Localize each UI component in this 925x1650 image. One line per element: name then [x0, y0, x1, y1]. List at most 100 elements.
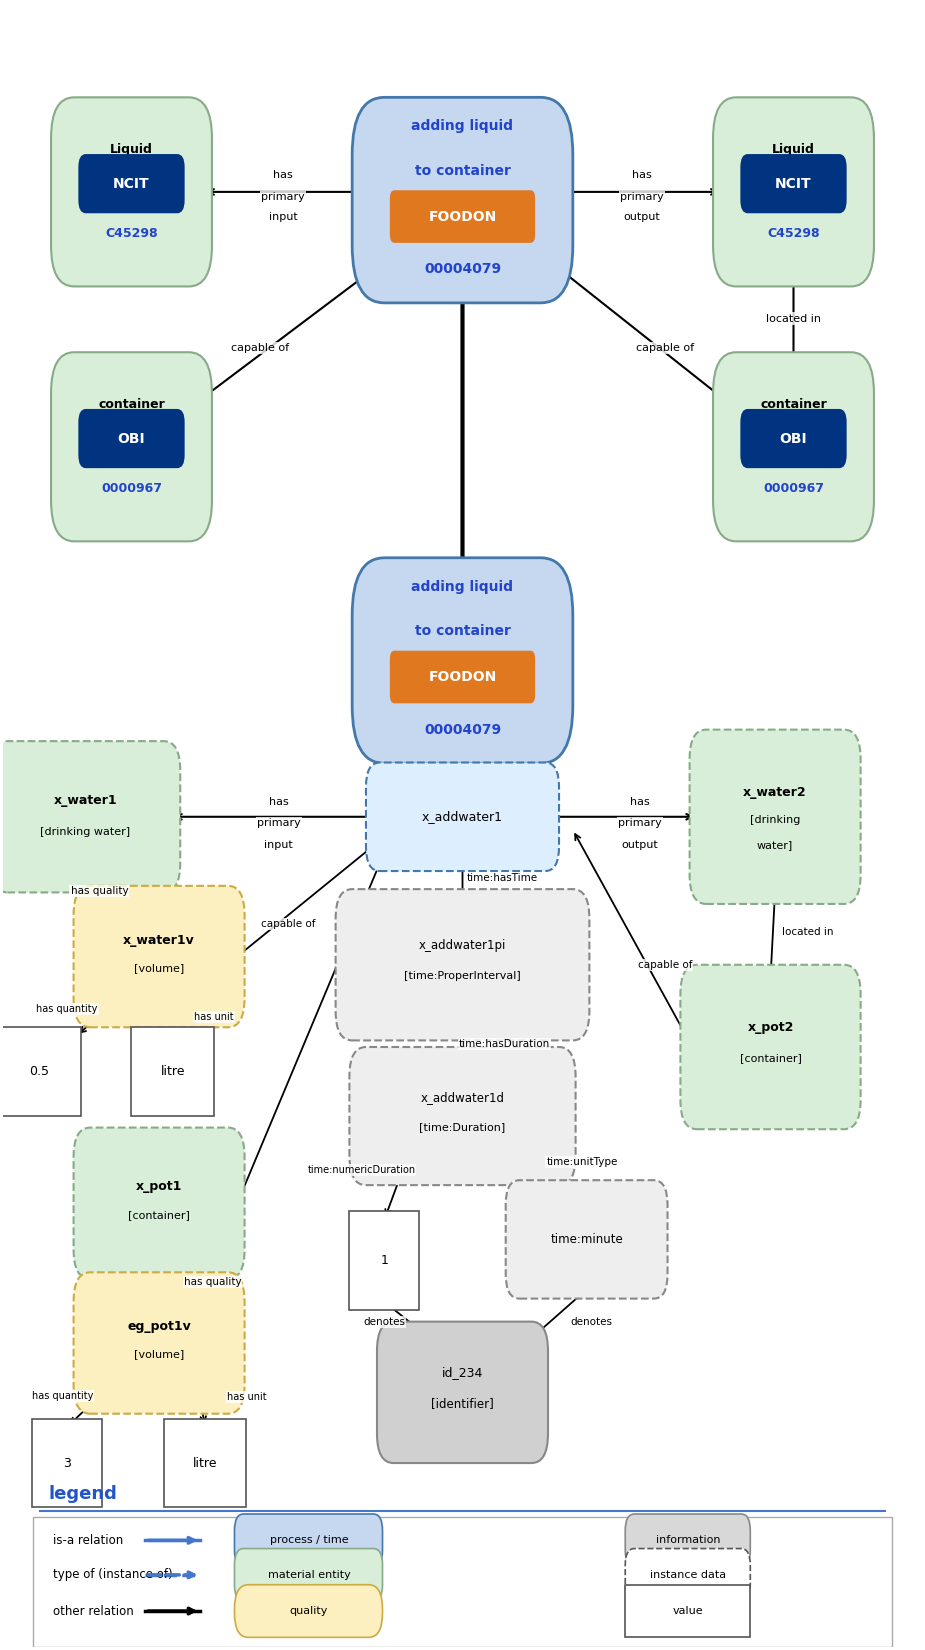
Text: primary: primary	[620, 191, 663, 201]
Text: process / time: process / time	[270, 1536, 349, 1546]
Text: has: has	[269, 797, 289, 807]
FancyBboxPatch shape	[713, 351, 874, 541]
Text: [container]: [container]	[740, 1053, 801, 1064]
FancyBboxPatch shape	[625, 1584, 750, 1637]
Text: [time:Duration]: [time:Duration]	[419, 1122, 506, 1132]
Text: material entity: material entity	[267, 1569, 351, 1579]
Text: adding liquid: adding liquid	[412, 579, 513, 594]
Text: located in: located in	[766, 314, 821, 323]
Text: FOODON: FOODON	[428, 670, 497, 685]
FancyBboxPatch shape	[234, 1584, 383, 1637]
FancyBboxPatch shape	[0, 1028, 80, 1115]
Text: x_water1v: x_water1v	[123, 934, 195, 947]
FancyBboxPatch shape	[0, 741, 180, 893]
FancyBboxPatch shape	[234, 1515, 383, 1566]
Text: to container: to container	[414, 624, 511, 639]
FancyBboxPatch shape	[625, 1515, 750, 1566]
Text: Liquid: Liquid	[772, 144, 815, 157]
Text: FOODON: FOODON	[428, 210, 497, 223]
Text: [drinking water]: [drinking water]	[41, 827, 130, 837]
Text: NCIT: NCIT	[113, 177, 150, 191]
FancyBboxPatch shape	[350, 1211, 419, 1310]
Text: primary: primary	[262, 191, 305, 201]
FancyBboxPatch shape	[51, 97, 212, 287]
Text: has quality: has quality	[183, 1277, 241, 1287]
Text: capable of: capable of	[635, 343, 694, 353]
FancyBboxPatch shape	[377, 1322, 548, 1464]
FancyBboxPatch shape	[164, 1419, 246, 1508]
Text: [identifier]: [identifier]	[431, 1398, 494, 1411]
Text: [volume]: [volume]	[134, 1350, 184, 1360]
FancyBboxPatch shape	[690, 729, 860, 904]
Text: denotes: denotes	[570, 1317, 612, 1327]
Text: OBI: OBI	[117, 432, 145, 446]
Text: to container: to container	[414, 163, 511, 178]
FancyBboxPatch shape	[389, 190, 536, 243]
Text: C45298: C45298	[767, 228, 820, 241]
Text: litre: litre	[192, 1457, 217, 1470]
Text: type of (instance of): type of (instance of)	[54, 1569, 173, 1581]
Text: primary: primary	[257, 818, 301, 828]
Text: input: input	[265, 840, 293, 850]
FancyBboxPatch shape	[74, 1272, 244, 1414]
FancyBboxPatch shape	[79, 153, 185, 213]
FancyBboxPatch shape	[389, 650, 536, 703]
Text: instance data: instance data	[649, 1569, 726, 1579]
Text: x_addwater1pi: x_addwater1pi	[419, 939, 506, 952]
Text: output: output	[622, 840, 659, 850]
Text: litre: litre	[161, 1066, 185, 1077]
FancyBboxPatch shape	[234, 1549, 383, 1600]
Text: 00004079: 00004079	[424, 723, 501, 736]
Text: has: has	[630, 797, 650, 807]
Text: time:hasDuration: time:hasDuration	[459, 1040, 550, 1049]
Text: input: input	[269, 211, 298, 221]
FancyBboxPatch shape	[32, 1419, 102, 1508]
Text: x_pot2: x_pot2	[747, 1021, 794, 1035]
Text: [container]: [container]	[129, 1209, 190, 1219]
Text: container: container	[98, 398, 165, 411]
Text: capable of: capable of	[231, 343, 290, 353]
Text: C45298: C45298	[105, 228, 158, 241]
Text: 1: 1	[380, 1254, 388, 1267]
FancyBboxPatch shape	[366, 762, 559, 871]
Text: time:minute: time:minute	[550, 1233, 623, 1246]
FancyBboxPatch shape	[51, 351, 212, 541]
FancyBboxPatch shape	[625, 1549, 750, 1600]
Text: NCIT: NCIT	[775, 177, 812, 191]
FancyBboxPatch shape	[713, 97, 874, 287]
Text: has: has	[632, 170, 652, 180]
Text: primary: primary	[618, 818, 661, 828]
FancyBboxPatch shape	[33, 1518, 892, 1647]
Text: has unit: has unit	[194, 1013, 234, 1023]
FancyBboxPatch shape	[681, 965, 860, 1129]
Text: 00004079: 00004079	[424, 262, 501, 276]
Text: other relation: other relation	[54, 1604, 134, 1617]
Text: has quantity: has quantity	[36, 1005, 98, 1015]
Text: output: output	[623, 211, 660, 221]
Text: has quality: has quality	[70, 886, 129, 896]
Text: Liquid: Liquid	[110, 144, 153, 157]
FancyBboxPatch shape	[352, 558, 573, 764]
Text: value: value	[672, 1605, 703, 1615]
Text: x_addwater1d: x_addwater1d	[421, 1092, 504, 1104]
Text: id_234: id_234	[442, 1366, 483, 1379]
Text: 0000967: 0000967	[101, 482, 162, 495]
Text: is-a relation: is-a relation	[54, 1534, 124, 1546]
Text: [volume]: [volume]	[134, 964, 184, 973]
Text: x_water2: x_water2	[744, 785, 807, 799]
Text: has: has	[273, 170, 293, 180]
Text: OBI: OBI	[780, 432, 808, 446]
Text: x_water1: x_water1	[54, 794, 117, 807]
FancyBboxPatch shape	[740, 409, 846, 469]
FancyBboxPatch shape	[74, 886, 244, 1028]
Text: [time:ProperInterval]: [time:ProperInterval]	[404, 972, 521, 982]
Text: legend: legend	[49, 1485, 117, 1503]
FancyBboxPatch shape	[336, 889, 589, 1041]
Text: capable of: capable of	[637, 960, 692, 970]
FancyBboxPatch shape	[74, 1127, 244, 1279]
FancyBboxPatch shape	[352, 97, 573, 304]
Text: eg_pot1v: eg_pot1v	[128, 1320, 191, 1333]
Text: 0000967: 0000967	[763, 482, 824, 495]
Text: has unit: has unit	[227, 1393, 266, 1402]
FancyBboxPatch shape	[79, 409, 185, 469]
